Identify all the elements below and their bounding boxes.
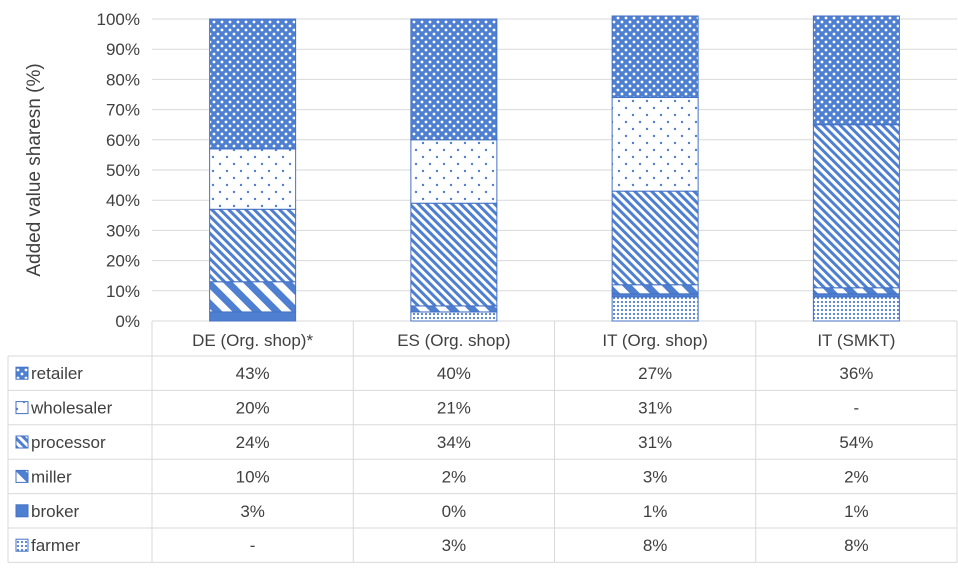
legend-label-wholesaler: wholesaler xyxy=(30,399,113,418)
bar-segment-miller xyxy=(812,287,900,295)
bar-segment-miller xyxy=(209,281,297,313)
table-cell-value: - xyxy=(250,536,256,555)
legend-swatch-processor xyxy=(15,435,29,449)
table-cell-value: 3% xyxy=(643,467,668,486)
category-label: DE (Org. shop)* xyxy=(192,331,313,350)
bar-segment-farmer xyxy=(812,296,900,322)
y-tick-label: 90% xyxy=(106,40,140,59)
y-tick-label: 60% xyxy=(106,131,140,150)
bar-segment-miller xyxy=(410,305,498,313)
table-cell-value: 2% xyxy=(844,467,869,486)
bar-segment-miller xyxy=(611,284,699,295)
bar-segment-processor xyxy=(209,208,297,283)
table-cell-value: 54% xyxy=(839,433,873,452)
bar-segment-retailer xyxy=(611,15,699,99)
bar-segment-processor xyxy=(410,202,498,307)
table-cell-value: 10% xyxy=(236,467,270,486)
y-tick-label: 80% xyxy=(106,70,140,89)
legend-swatch-farmer xyxy=(15,538,29,552)
legend-swatch-miller xyxy=(15,469,29,483)
table-cell-value: 0% xyxy=(442,502,467,521)
table-cell-value: 27% xyxy=(638,364,672,383)
table-cell-value: 34% xyxy=(437,433,471,452)
legend-label-retailer: retailer xyxy=(31,364,83,383)
y-axis-label: Added value sharesn (%) xyxy=(24,63,45,276)
table-cell-value: 21% xyxy=(437,399,471,418)
legend-label-processor: processor xyxy=(31,433,106,452)
bar-segment-processor xyxy=(812,124,900,289)
table-cell-value: 2% xyxy=(442,467,467,486)
bars xyxy=(209,15,900,322)
bar-segment-retailer xyxy=(209,18,297,150)
legend-swatch-wholesaler xyxy=(15,401,29,415)
table-cell-value: 31% xyxy=(638,399,672,418)
bar-segment-wholesaler xyxy=(611,97,699,192)
table-cell-value: 1% xyxy=(844,502,869,521)
table-cell-value: 40% xyxy=(437,364,471,383)
table-cell-value: 43% xyxy=(236,364,270,383)
legend-label-farmer: farmer xyxy=(31,536,80,555)
category-label: IT (Org. shop) xyxy=(602,331,708,350)
y-tick-label: 100% xyxy=(97,10,140,29)
table-cell-value: 8% xyxy=(844,536,869,555)
table-cell-value: 3% xyxy=(442,536,467,555)
bar-segment-wholesaler xyxy=(410,139,498,204)
y-tick-label: 70% xyxy=(106,101,140,120)
y-tick-label: 50% xyxy=(106,161,140,180)
bar-segment-farmer xyxy=(611,296,699,322)
category-label: ES (Org. shop) xyxy=(397,331,510,350)
data-table: DE (Org. shop)* ES (Org. shop) IT (Org. sh… xyxy=(7,321,958,563)
table-cell-value: 20% xyxy=(236,399,270,418)
bar-segment-farmer xyxy=(410,311,498,322)
y-tick-label: 40% xyxy=(106,191,140,210)
legend-swatch-broker xyxy=(15,504,29,518)
legend-label-miller: miller xyxy=(31,467,72,486)
bar-segment-retailer xyxy=(410,18,498,141)
bar-segment-wholesaler xyxy=(209,148,297,210)
y-tick-label: 30% xyxy=(106,221,140,240)
table-cell-value: 36% xyxy=(839,364,873,383)
y-tick-label: 20% xyxy=(106,252,140,271)
table-cell-value: 31% xyxy=(638,433,672,452)
table-cell-value: 8% xyxy=(643,536,668,555)
legend-swatch-retailer xyxy=(15,366,29,380)
bar-segment-broker xyxy=(209,311,297,322)
legend-label-broker: broker xyxy=(31,502,80,521)
table-cell-value: 1% xyxy=(643,502,668,521)
bar-segment-processor xyxy=(611,190,699,286)
y-tick-label: 10% xyxy=(106,282,140,301)
table-cell-value: - xyxy=(854,399,860,418)
y-axis: 0% 10% 20% 30% 40% 50% 60% 70% 80% 90% 100% xyxy=(97,10,140,331)
category-label: IT (SMKT) xyxy=(817,331,895,350)
y-tick-label: 0% xyxy=(115,312,140,331)
bar-segment-retailer xyxy=(812,15,900,126)
table-cell-value: 24% xyxy=(236,433,270,452)
table-cell-value: 3% xyxy=(240,502,265,521)
